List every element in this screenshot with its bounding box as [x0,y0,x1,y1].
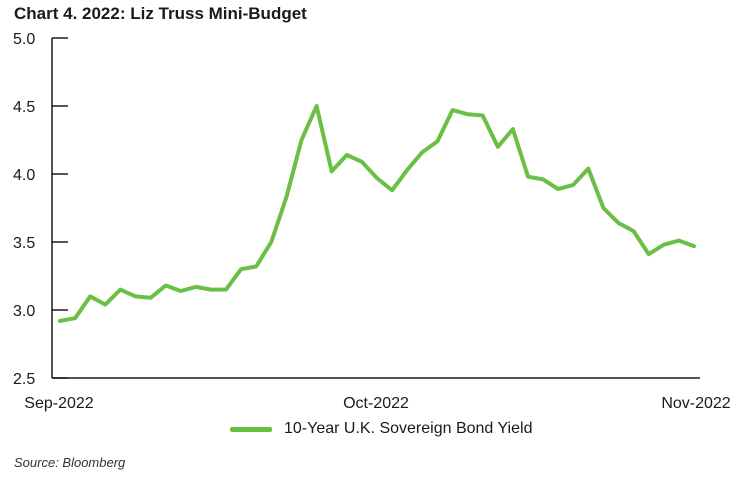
y-tick-label: 3.5 [13,235,35,252]
series-line [58,104,696,323]
plot-area [58,104,696,323]
chart-title: Chart 4. 2022: Liz Truss Mini-Budget [14,4,307,23]
legend: 10-Year U.K. Sovereign Bond Yield [230,420,532,438]
y-tick-label: 5.0 [13,31,35,48]
x-tick-label: Nov-2022 [661,395,730,412]
x-tick-label: Sep-2022 [24,395,93,412]
y-tick-label: 4.0 [13,167,35,184]
x-axis-ticks: Sep-2022 Oct-2022 Nov-2022 [24,395,730,412]
chart-axes [51,38,700,379]
x-tick-label: Oct-2022 [343,395,409,412]
y-tick-label: 4.5 [13,99,35,116]
legend-label: 10-Year U.K. Sovereign Bond Yield [284,420,533,437]
y-tick-label: 2.5 [13,371,35,388]
y-tick-label: 3.0 [13,303,35,320]
source-note: Source: Bloomberg [14,455,126,470]
y-axis-ticks: 2.5 3.0 3.5 4.0 4.5 5.0 [13,31,68,388]
legend-swatch [230,426,272,432]
